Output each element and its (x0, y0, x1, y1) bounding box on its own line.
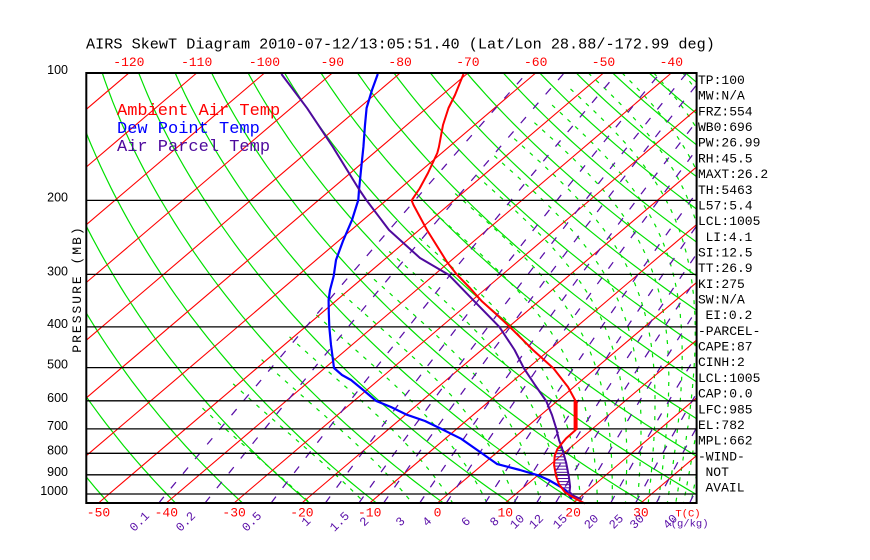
svg-text:-40: -40 (155, 506, 178, 521)
svg-text:1000: 1000 (40, 484, 68, 498)
svg-text:200: 200 (47, 190, 68, 204)
svg-text:-90: -90 (321, 55, 344, 70)
svg-text:900: 900 (47, 465, 68, 479)
svg-text:TT:26.9: TT:26.9 (698, 261, 753, 276)
svg-text:KI:275: KI:275 (698, 277, 745, 292)
svg-text:(g/kg): (g/kg) (671, 519, 709, 531)
svg-text:L57:5.4: L57:5.4 (698, 198, 753, 213)
svg-text:-PARCEL-: -PARCEL- (698, 324, 760, 339)
svg-text:-70: -70 (456, 55, 479, 70)
svg-text:-30: -30 (222, 506, 245, 521)
svg-text:WB0:696: WB0:696 (698, 120, 753, 135)
svg-text:CAP:0.0: CAP:0.0 (698, 387, 753, 402)
svg-text:MPL:662: MPL:662 (698, 434, 753, 449)
svg-text:800: 800 (47, 443, 68, 457)
svg-text:-10: -10 (358, 506, 381, 521)
svg-text:700: 700 (47, 419, 68, 433)
svg-text:-110: -110 (181, 55, 212, 70)
svg-text:AVAIL: AVAIL (706, 481, 745, 496)
svg-text:SW:N/A: SW:N/A (698, 293, 745, 308)
svg-text:FRZ:554: FRZ:554 (698, 104, 753, 119)
svg-text:LI:4.1: LI:4.1 (706, 230, 753, 245)
svg-text:-40: -40 (660, 55, 683, 70)
svg-text:PRESSURE (MB): PRESSURE (MB) (70, 225, 85, 352)
svg-text:LFC:985: LFC:985 (698, 402, 753, 417)
svg-text:30: 30 (633, 506, 649, 521)
svg-text:100: 100 (47, 63, 68, 77)
svg-text:LCL:1005: LCL:1005 (698, 214, 760, 229)
svg-text:400: 400 (47, 317, 68, 331)
svg-text:300: 300 (47, 264, 68, 278)
svg-text:PW:26.99: PW:26.99 (698, 136, 760, 151)
svg-text:SI:12.5: SI:12.5 (698, 246, 753, 261)
svg-text:EL:782: EL:782 (698, 418, 745, 433)
svg-text:-100: -100 (249, 55, 280, 70)
svg-text:0: 0 (434, 506, 442, 521)
svg-text:EI:0.2: EI:0.2 (706, 308, 753, 323)
svg-text:10: 10 (497, 506, 513, 521)
svg-text:RH:45.5: RH:45.5 (698, 151, 753, 166)
svg-text:Dew Point Temp: Dew Point Temp (117, 120, 260, 139)
svg-text:Air Parcel Temp: Air Parcel Temp (117, 138, 270, 157)
svg-text:20: 20 (565, 506, 581, 521)
svg-text:-80: -80 (388, 55, 411, 70)
svg-text:CAPE:87: CAPE:87 (698, 340, 753, 355)
svg-text:-50: -50 (87, 506, 110, 521)
svg-text:TP:100: TP:100 (698, 73, 745, 88)
svg-text:TH:5463: TH:5463 (698, 183, 753, 198)
svg-text:-120: -120 (113, 55, 144, 70)
svg-text:MAXT:26.2: MAXT:26.2 (698, 167, 768, 182)
svg-text:T(C): T(C) (675, 509, 700, 521)
svg-text:NOT: NOT (706, 465, 730, 480)
svg-text:CINH:2: CINH:2 (698, 355, 745, 370)
svg-text:MW:N/A: MW:N/A (698, 89, 745, 104)
svg-text:LCL:1005: LCL:1005 (698, 371, 760, 386)
svg-text:500: 500 (47, 358, 68, 372)
svg-text:Ambient Air Temp: Ambient Air Temp (117, 102, 280, 121)
svg-text:AIRS SkewT Diagram 2010-07-12/: AIRS SkewT Diagram 2010-07-12/13:05:51.4… (86, 36, 715, 54)
svg-text:-60: -60 (524, 55, 547, 70)
svg-text:-50: -50 (592, 55, 615, 70)
svg-text:-20: -20 (290, 506, 313, 521)
svg-text:-WIND-: -WIND- (698, 449, 745, 464)
svg-text:600: 600 (47, 391, 68, 405)
